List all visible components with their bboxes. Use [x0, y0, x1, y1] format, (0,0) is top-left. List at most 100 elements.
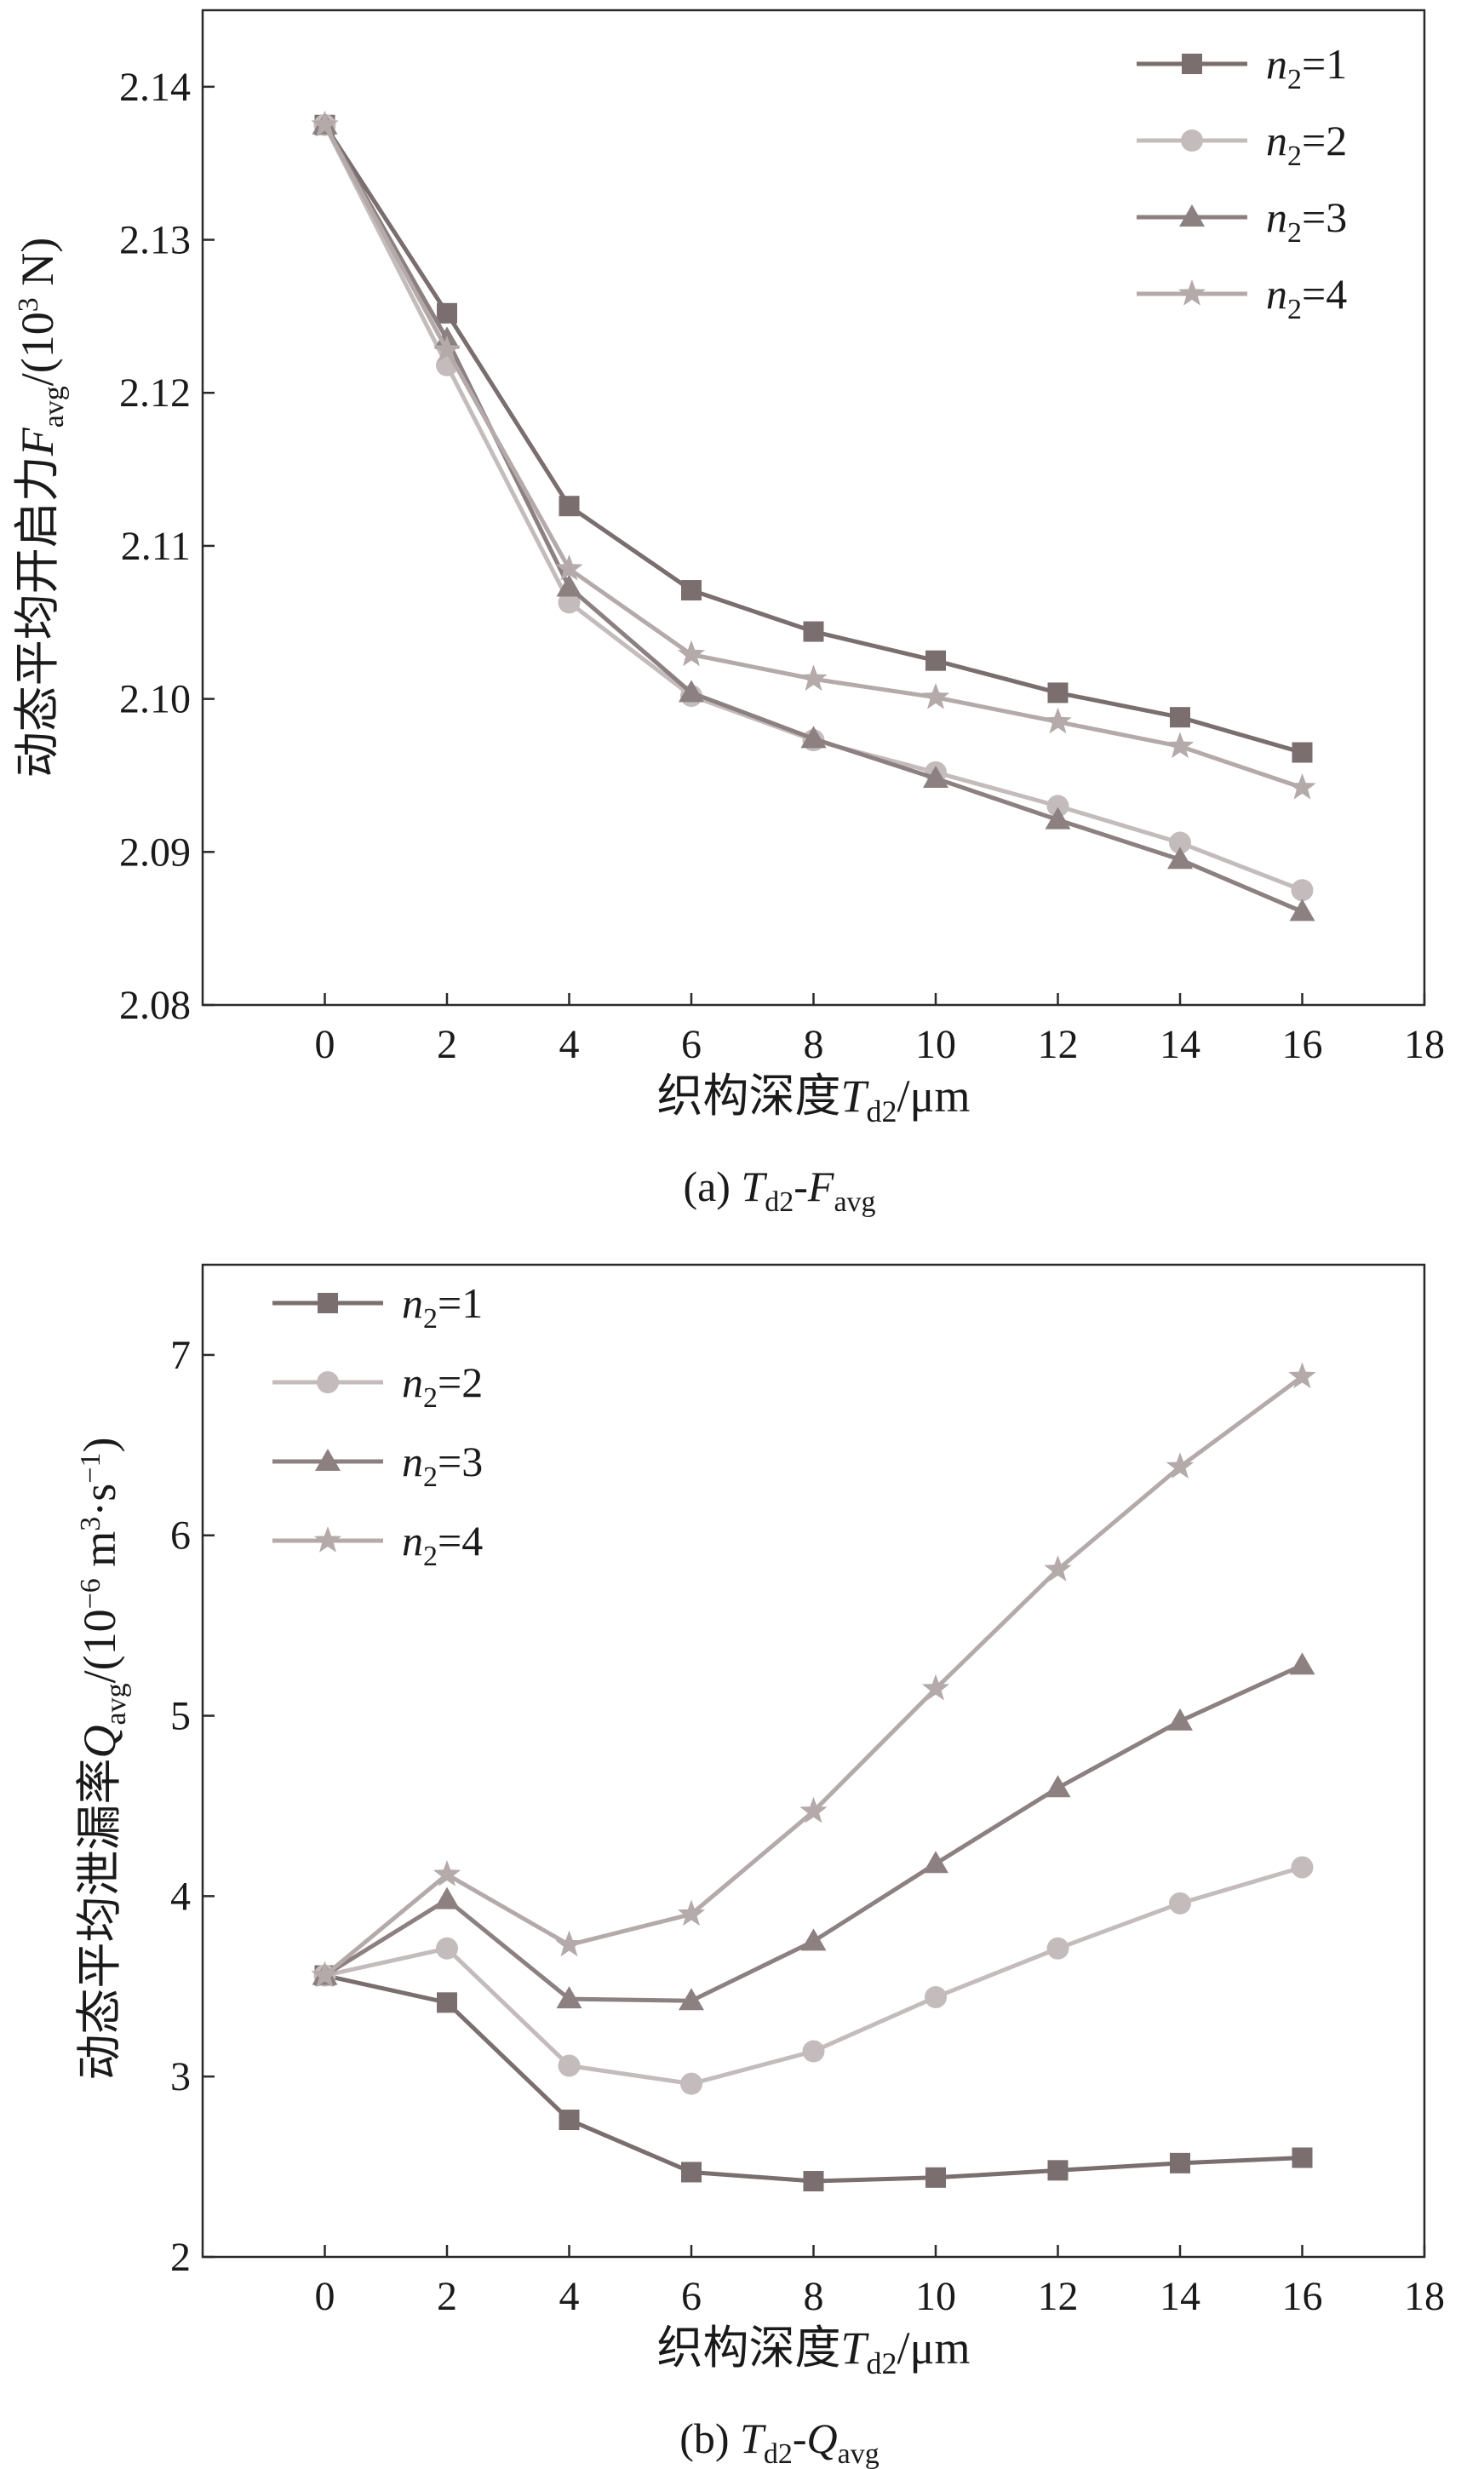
x-tick-label: 8: [804, 2274, 824, 2319]
y-tick-label: 6: [170, 1513, 191, 1559]
data-point: [803, 621, 824, 642]
series-n2-2: [313, 113, 1314, 902]
legend-label: n2=3: [1266, 193, 1347, 249]
legend-marker: [317, 1371, 339, 1393]
y-tick-label: 2.10: [119, 677, 191, 722]
data-point: [558, 2054, 581, 2077]
data-point: [558, 591, 581, 614]
data-point: [433, 1859, 461, 1886]
series-n2-4: [311, 110, 1316, 800]
data-point: [1169, 831, 1191, 854]
legend-marker: [1182, 54, 1202, 74]
x-tick-label: 4: [559, 1022, 580, 1067]
data-point: [1044, 1554, 1072, 1582]
data-point: [1289, 899, 1315, 922]
y-tick-label: 3: [170, 2054, 191, 2099]
y-tick-label: 4: [170, 1874, 191, 1919]
legend-label: n2=4: [1266, 270, 1347, 325]
x-axis-label: 织构深度Td2/μm: [656, 1071, 970, 1128]
legend-marker: [313, 1526, 342, 1553]
legend-label: n2=4: [402, 1517, 483, 1572]
y-tick-label: 2.12: [119, 370, 191, 416]
legend-marker: [1179, 204, 1205, 227]
x-tick-label: 4: [559, 2274, 580, 2319]
y-tick-label: 2.08: [119, 983, 191, 1028]
data-point: [800, 1928, 827, 1951]
data-point: [1170, 2152, 1190, 2173]
data-point: [556, 574, 582, 597]
y-tick-label: 5: [170, 1694, 191, 1739]
data-point: [681, 2162, 702, 2183]
x-tick-label: 14: [1160, 1022, 1200, 1067]
data-point: [433, 335, 461, 362]
data-point: [681, 580, 702, 601]
series-n2-1: [314, 114, 1313, 763]
data-point: [921, 1674, 950, 1701]
data-point: [1291, 879, 1314, 902]
y-tick-label: 2.09: [119, 830, 191, 875]
data-point: [1288, 1362, 1316, 1389]
y-tick-label: 2.13: [119, 218, 191, 263]
y-axis-label: 动态平均开启力Favg/(103 N): [12, 238, 70, 778]
x-tick-label: 18: [1404, 2274, 1445, 2319]
x-tick-label: 0: [315, 1022, 335, 1067]
x-tick-label: 16: [1282, 1022, 1323, 1067]
figure-caption: (b) Td2-Qavg: [679, 2414, 879, 2469]
x-tick-label: 6: [681, 1022, 702, 1067]
legend: n2=1 n2=2 n2=3 n2=4: [272, 1279, 483, 1572]
plot-frame: [201, 9, 1426, 1007]
figure-caption: (a) Td2-Favg: [683, 1163, 875, 1218]
data-point: [1166, 1452, 1195, 1479]
legend-marker: [315, 1449, 341, 1471]
data-point: [802, 2040, 825, 2063]
data-point: [1045, 1775, 1071, 1798]
legend-label: n2=2: [1266, 117, 1347, 172]
data-point: [799, 1796, 828, 1823]
y-axis-label: 动态平均泄漏率Qavg/(10−6 m3·s−1): [74, 1438, 132, 2081]
data-point: [559, 2110, 580, 2131]
data-point: [679, 680, 704, 703]
y-tick-label: 2: [170, 2235, 191, 2280]
x-tick-label: 14: [1160, 2274, 1200, 2319]
x-tick-label: 10: [915, 1022, 956, 1067]
x-tick-label: 0: [315, 2274, 335, 2319]
series-n2-4: [311, 1362, 1316, 1988]
data-point: [1170, 707, 1190, 728]
data-point: [1166, 732, 1195, 759]
data-point: [1167, 1708, 1193, 1731]
series-line: [323, 123, 1304, 790]
data-point: [925, 2167, 946, 2188]
data-point: [800, 726, 827, 749]
data-point: [1046, 795, 1069, 818]
data-point: [679, 1988, 704, 2011]
x-tick-label: 18: [1404, 1022, 1445, 1067]
data-point: [1047, 2160, 1069, 2181]
data-point: [559, 496, 580, 517]
x-tick-label: 12: [1038, 1022, 1079, 1067]
legend-label: n2=1: [402, 1279, 483, 1335]
series-line: [323, 123, 1304, 893]
data-point: [555, 1930, 583, 1957]
legend-label: n2=1: [1266, 40, 1347, 95]
data-point: [1289, 1652, 1315, 1675]
legend-label: n2=2: [402, 1358, 483, 1414]
series-n2-2: [313, 1856, 1314, 2095]
x-tick-label: 2: [437, 2274, 457, 2319]
chart-a: 0 2 4 6 8 10 12 14 16 18 2.08 2.09 2.10 2.11 2.12 2.13 2…: [12, 9, 1445, 1218]
data-point: [803, 2171, 824, 2192]
x-tick-label: 8: [804, 1022, 824, 1067]
data-point: [311, 110, 339, 137]
series-line: [324, 1973, 1303, 2184]
data-point: [1288, 772, 1316, 800]
x-axis-label: 织构深度Td2/μm: [656, 2323, 970, 2380]
data-point: [311, 1961, 339, 1988]
series-n2-3: [312, 112, 1315, 922]
data-point: [556, 1986, 582, 2009]
legend-marker: [1177, 279, 1206, 306]
data-point: [437, 302, 457, 324]
data-point: [1044, 707, 1072, 734]
data-point: [923, 1851, 948, 1874]
data-point: [555, 554, 583, 581]
x-tick-label: 12: [1038, 2274, 1079, 2319]
legend-marker: [318, 1293, 338, 1313]
